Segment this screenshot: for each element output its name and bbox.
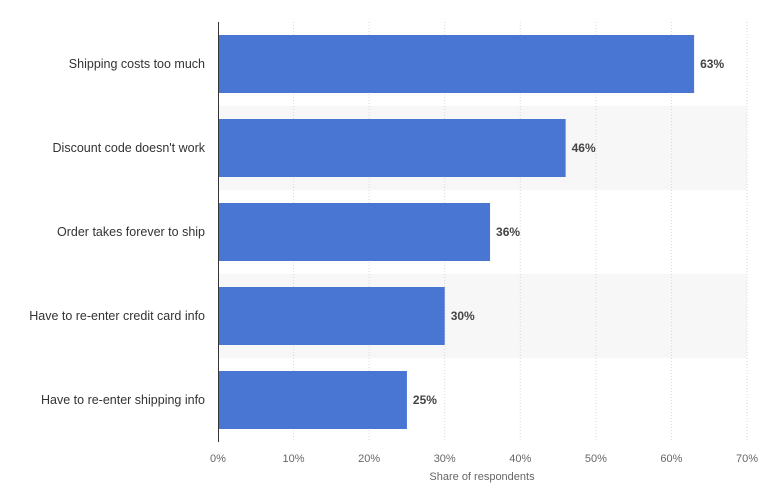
category-label: Order takes forever to ship [57,225,205,239]
x-tick-label: 60% [660,453,682,465]
x-tick-labels: 0% 10% 20% 30% 40% 50% 60% 70% [210,453,758,465]
category-label: Discount code doesn't work [53,141,206,155]
category-label: Have to re-enter shipping info [41,393,205,407]
category-labels: Shipping costs too much Discount code doe… [29,57,206,407]
bar [218,119,566,177]
x-tick-label: 70% [736,453,758,465]
x-tick-label: 20% [358,453,380,465]
x-tick-label: 50% [585,453,607,465]
x-tick-label: 30% [434,453,456,465]
category-label: Have to re-enter credit card info [29,309,205,323]
data-label: 46% [572,141,596,155]
bar [218,287,445,345]
bar [218,35,695,93]
bars [218,35,695,429]
data-label: 63% [700,57,724,71]
bar [218,371,407,429]
bar [218,203,491,261]
x-axis-title: Share of respondents [429,471,535,483]
data-label: 30% [451,309,475,323]
x-tick-label: 10% [283,453,305,465]
x-tick-label: 0% [210,453,226,465]
data-label: 25% [413,393,437,407]
category-label: Shipping costs too much [69,57,205,71]
data-label: 36% [496,225,520,239]
data-labels: 63% 46% 36% 30% 25% [413,57,725,407]
x-tick-label: 40% [509,453,531,465]
